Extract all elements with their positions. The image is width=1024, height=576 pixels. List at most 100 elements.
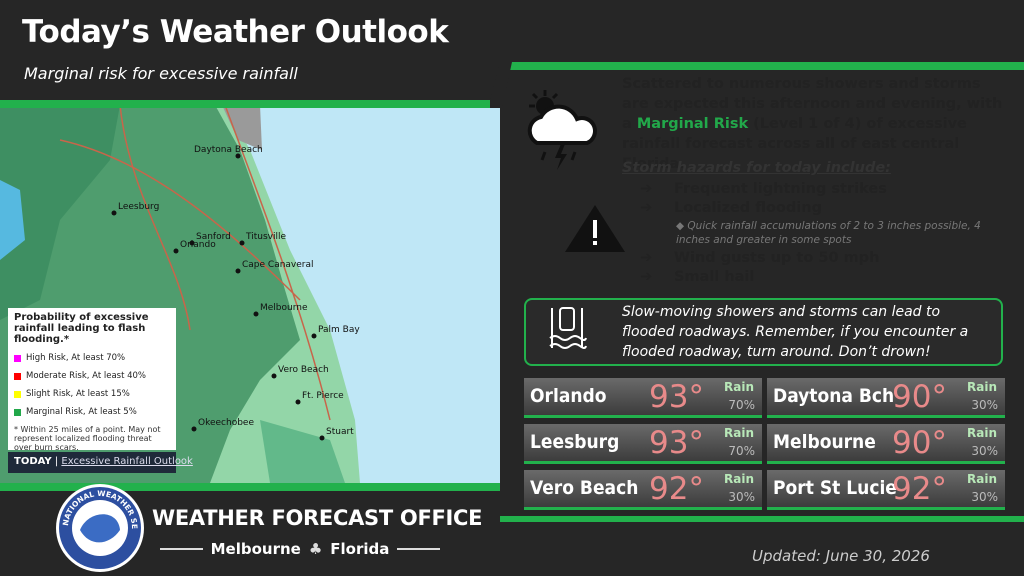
hazard-text: Frequent lightning strikes	[674, 181, 887, 197]
forecast-card: Melbourne 90° Rain 30%	[767, 424, 1005, 464]
city-dot	[173, 248, 179, 254]
rain-label: Rain	[967, 426, 997, 440]
city-name: Daytona Bch	[773, 385, 895, 407]
city-dot	[111, 210, 117, 216]
city-label: Daytona Beach	[194, 145, 263, 155]
legend-item: High Risk, At least 70%	[14, 353, 170, 363]
city-name: Orlando	[530, 385, 607, 407]
legend-label: Marginal Risk, At least 5%	[26, 407, 137, 417]
hazard-detail-text: Quick rainfall accumulations of 2 to 3 i…	[676, 220, 981, 246]
rain-chance: 30%	[971, 444, 998, 458]
hazards-heading: Storm hazards for today include:	[622, 160, 891, 176]
city-dot	[235, 268, 241, 274]
flood-icon	[549, 307, 587, 349]
temperature: 90°	[892, 379, 947, 415]
summary-text: Scattered to numerous showers and storms…	[622, 76, 1003, 132]
tag-prefix: TODAY	[14, 456, 52, 467]
legend-label: Moderate Risk, At least 40%	[26, 371, 147, 381]
temperature: 90°	[892, 425, 947, 461]
rain-chance: 70%	[728, 444, 755, 458]
risk-highlight: Marginal Risk	[636, 116, 749, 132]
city-dot	[235, 153, 241, 159]
city-label: Titusville	[245, 232, 286, 242]
temperature: 92°	[649, 471, 704, 507]
city-dot	[253, 311, 259, 317]
hazard-item: ➔ Wind gusts up to 50 mph	[640, 250, 1000, 266]
legend-swatch	[14, 408, 21, 416]
city-dot	[191, 426, 197, 432]
city-dot	[319, 435, 325, 441]
temperature: 93°	[649, 425, 704, 461]
rain-chance: 70%	[728, 398, 755, 412]
arrow: ➔	[640, 181, 653, 197]
rain-label: Rain	[724, 472, 754, 486]
city-label: Leesburg	[118, 202, 159, 212]
city-name: Melbourne	[773, 431, 876, 453]
rain-chance: 30%	[728, 490, 755, 504]
legend-item: Slight Risk, At least 15%	[14, 389, 170, 399]
forecast-card: Daytona Bch 90° Rain 30%	[767, 378, 1005, 418]
summary: Scattered to numerous showers and storms…	[622, 74, 1007, 174]
forecast-card: Vero Beach 92° Rain 30%	[524, 470, 762, 510]
hazard-text: Localized flooding	[674, 200, 822, 216]
legend-title: Probability of excessive rainfall leadin…	[14, 312, 149, 345]
legend-swatch	[14, 390, 21, 398]
subtitle: Marginal risk for excessive rainfall	[24, 64, 298, 83]
city-label: Orlando	[180, 240, 216, 250]
legend-label: Slight Risk, At least 15%	[26, 389, 130, 399]
office-location: Melbourne ♣ Florida	[160, 540, 441, 558]
legend-swatch	[14, 354, 21, 362]
hazard-text: Wind gusts up to 50 mph	[674, 250, 880, 266]
city-label: Melbourne	[260, 303, 308, 313]
summary-text: (Level 1 of 4) of excessive rainfall for…	[622, 116, 967, 172]
arrow: ➔	[640, 269, 653, 285]
callout-box	[524, 298, 1003, 366]
legend-label: High Risk, At least 70%	[26, 353, 126, 363]
hazard-detail: ◆ Quick rainfall accumulations of 2 to 3…	[676, 220, 981, 246]
arrow: ➔	[640, 250, 653, 266]
map-legend: Probability of excessive rainfall leadin…	[8, 308, 176, 452]
state: Florida	[330, 540, 390, 558]
city-label: Sanford	[196, 232, 231, 242]
city-label: Okeechobee	[198, 418, 254, 428]
tag-link[interactable]: Excessive Rainfall Outlook	[61, 456, 193, 467]
city-name: Vero Beach	[530, 477, 639, 499]
city-name: Port St Lucie	[773, 477, 897, 499]
legend-swatch	[14, 372, 21, 380]
rain-label: Rain	[724, 380, 754, 394]
hazard-item: ➔ Localized flooding	[640, 200, 1000, 216]
rain-label: Rain	[967, 380, 997, 394]
hazards-list: ➔ Frequent lightning strikes ➔ Localized fl…	[640, 181, 1000, 288]
legend-footnote: * Within 25 miles of a point. May not re…	[14, 425, 161, 452]
hazard-item: ➔ Small hail	[640, 269, 1000, 285]
outlook-tag: TODAY | Excessive Rainfall Outlook	[8, 452, 193, 473]
rain-label: Rain	[967, 472, 997, 486]
city-dot	[271, 373, 277, 379]
city: Melbourne	[210, 540, 301, 558]
forecast-card: Orlando 93° Rain 70%	[524, 378, 762, 418]
updated: Updated: June 30, 2026	[752, 547, 930, 565]
title: Today’s Weather Outlook	[22, 14, 449, 50]
city-dot	[295, 399, 301, 405]
hazard-text: Small hail	[674, 269, 755, 285]
forecast-card: Port St Lucie 92° Rain 30%	[767, 470, 1005, 510]
city-dot	[311, 333, 317, 339]
legend-item: Marginal Risk, At least 5%	[14, 407, 170, 417]
callout-text: Slow-moving showers and storms can lead …	[622, 304, 969, 360]
temperature: 92°	[892, 471, 947, 507]
city-dot	[189, 240, 195, 246]
temperature: 93°	[649, 379, 704, 415]
rain-label: Rain	[724, 426, 754, 440]
legend-items: High Risk, At least 70% Moderate Risk, At…	[14, 353, 170, 417]
rain-chance: 30%	[971, 490, 998, 504]
city-label: Cape Canaveral	[242, 260, 314, 270]
city-label: Vero Beach	[278, 365, 329, 375]
forecast-card: Leesburg 93° Rain 70%	[524, 424, 762, 464]
rain-chance: 30%	[971, 398, 998, 412]
city-label: Palm Bay	[318, 325, 360, 335]
arrow: ➔	[640, 200, 653, 216]
legend-item: Moderate Risk, At least 40%	[14, 371, 170, 381]
office-name: WEATHER FORECAST OFFICE	[152, 506, 483, 530]
city-label: Stuart	[326, 427, 354, 437]
